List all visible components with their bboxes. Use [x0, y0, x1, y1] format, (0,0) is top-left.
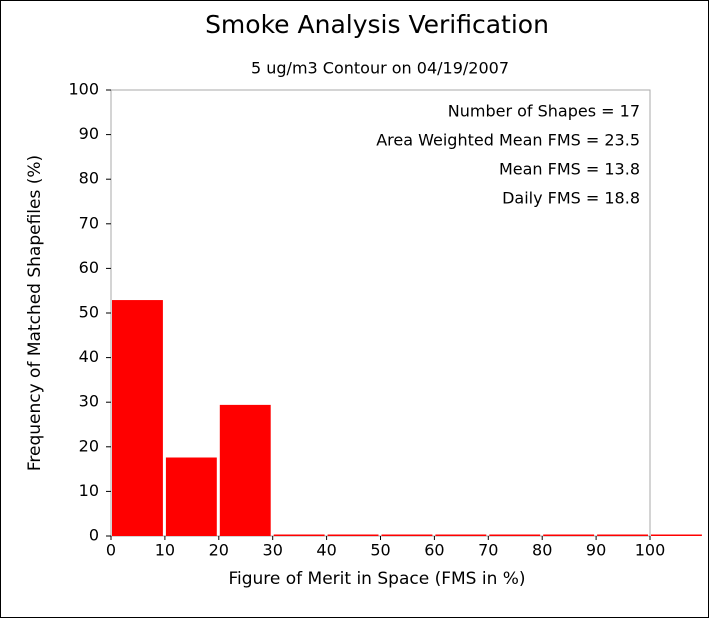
y-tick-label: 20: [79, 436, 99, 455]
x-tick-label: 70: [478, 541, 498, 560]
x-tick-label: 90: [586, 541, 606, 560]
y-tick-label: 80: [79, 169, 99, 188]
y-tick-label: 50: [79, 303, 99, 322]
annotation: Area Weighted Mean FMS = 23.5: [376, 131, 640, 150]
x-tick-label: 30: [263, 541, 283, 560]
bar: [273, 534, 325, 536]
bar: [597, 534, 648, 536]
y-tick-label: 10: [79, 481, 99, 500]
x-tick-label: 10: [155, 541, 175, 560]
bar: [219, 404, 271, 536]
chart-subtitle: 5 ug/m3 Contour on 04/19/2007: [251, 59, 509, 78]
x-tick-label: 0: [106, 541, 116, 560]
annotation: Daily FMS = 18.8: [502, 189, 640, 208]
bar: [489, 534, 541, 536]
y-tick-label: 90: [79, 124, 99, 143]
bar: [543, 534, 595, 536]
x-tick-label: 40: [316, 541, 336, 560]
y-tick-label: 30: [79, 392, 99, 411]
bar: [327, 534, 379, 536]
chart-title: Smoke Analysis Verification: [205, 10, 549, 39]
y-tick-label: 70: [79, 213, 99, 232]
x-tick-label: 50: [370, 541, 390, 560]
y-tick-label: 0: [89, 526, 99, 545]
bar: [381, 534, 433, 536]
x-tick-label: 80: [532, 541, 552, 560]
annotation: Number of Shapes = 17: [448, 102, 640, 121]
y-tick-label: 60: [79, 258, 99, 277]
y-axis-label: Frequency of Matched Shapefiles (%): [25, 155, 45, 471]
y-tick-label: 100: [68, 80, 99, 99]
x-tick-label: 100: [635, 541, 666, 560]
bar: [651, 534, 702, 536]
x-tick-label: 60: [424, 541, 444, 560]
bar: [435, 534, 487, 536]
bar: [112, 300, 163, 536]
x-axis-label: Figure of Merit in Space (FMS in %): [228, 569, 525, 589]
y-tick-label: 40: [79, 347, 99, 366]
annotation: Mean FMS = 13.8: [499, 160, 640, 179]
x-tick-label: 20: [209, 541, 229, 560]
bar: [165, 457, 217, 536]
